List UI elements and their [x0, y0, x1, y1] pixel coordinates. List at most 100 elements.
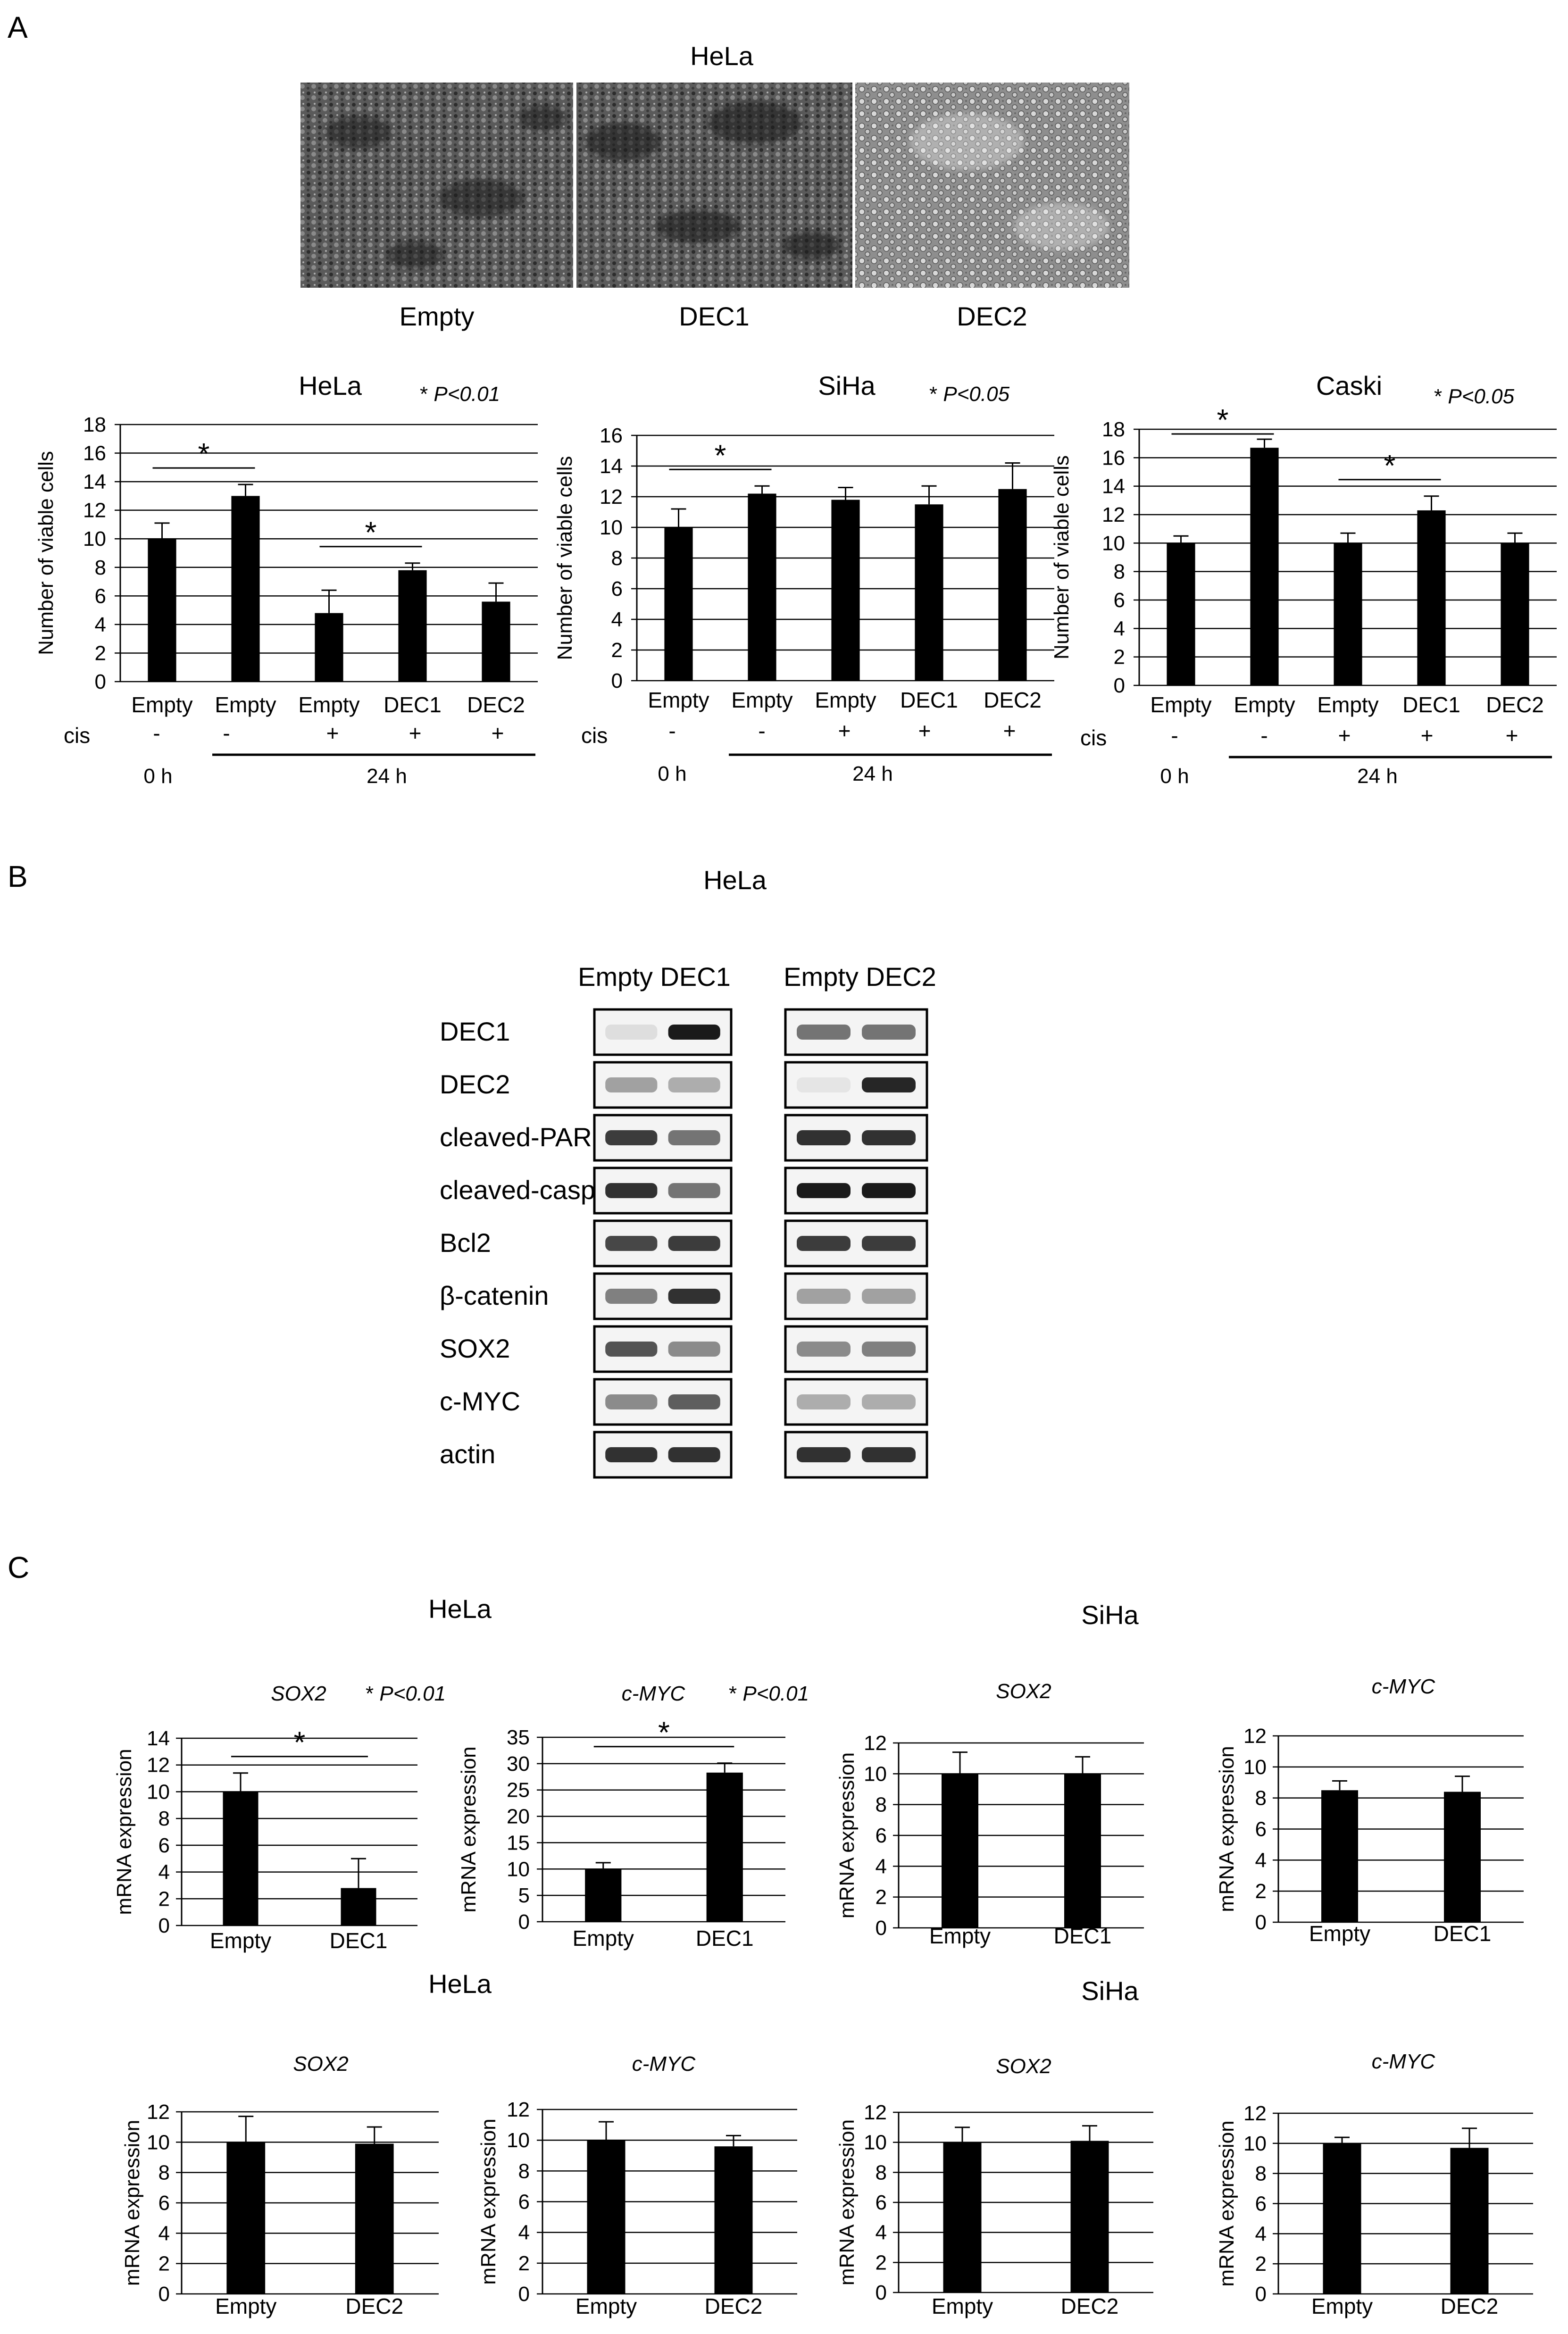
cis-value: +: [1421, 723, 1434, 748]
cis-row-a1: cis 0 h 24 h: [64, 723, 535, 788]
micrograph-dec1: [576, 83, 852, 288]
bar: [748, 493, 776, 681]
significance-text: P<0.01: [379, 1682, 446, 1705]
y-tick-label: 4: [1114, 617, 1125, 640]
micrograph-title: HeLa: [690, 41, 754, 71]
significance-star: *: [198, 437, 210, 471]
y-tick-label: 12: [600, 485, 623, 508]
bar: [664, 527, 693, 681]
y-tick-label: 0: [518, 2283, 530, 2306]
time-0h: 0 h: [658, 762, 686, 785]
cis-value: +: [1003, 718, 1016, 743]
time-24h: 24 h: [1357, 765, 1398, 788]
y-axis-label: mRNA expression: [835, 2119, 859, 2285]
bar: [587, 2140, 626, 2294]
micrograph-label-dec2: DEC2: [957, 301, 1027, 331]
blot-band: [605, 1183, 658, 1198]
x-category-label: Empty: [648, 688, 709, 712]
x-category-label: DEC2: [467, 692, 525, 717]
blot-band: [797, 1236, 851, 1251]
y-tick-label: 0: [518, 1910, 530, 1934]
bar: [831, 500, 860, 681]
blot-band: [605, 1289, 658, 1304]
x-category-label: Empty: [1234, 692, 1295, 717]
x-category-label: DEC1: [330, 1928, 388, 1953]
blot-band: [797, 1289, 851, 1304]
group-title-hela-top: HeLa: [428, 1594, 492, 1624]
panel-a-letter: A: [8, 10, 28, 44]
blot-band: [862, 1342, 916, 1357]
significance-star: *: [420, 383, 434, 406]
y-tick-label: 18: [1102, 418, 1125, 441]
y-tick-label: 6: [95, 584, 106, 608]
y-tick-label: 6: [518, 2191, 530, 2214]
significance-star: *: [1217, 403, 1229, 437]
y-tick-label: 12: [1102, 503, 1125, 526]
chart-c2: 0 5 10 15 20 25 30 35 mRNA expression Empty DEC1 c-…: [457, 1682, 809, 1951]
y-tick-label: 12: [83, 499, 106, 522]
y-tick-label: 0: [95, 670, 106, 693]
chart-title: HeLa: [299, 371, 362, 400]
y-tick-label: 5: [518, 1884, 530, 1907]
y-tick-label: 2: [1255, 1880, 1267, 1903]
y-tick-label: 10: [600, 516, 623, 539]
y-tick-label: 12: [864, 1732, 887, 1755]
blot-band: [797, 1130, 851, 1145]
significance-label: * P<0.05: [1434, 385, 1515, 408]
blot-band: [605, 1077, 658, 1092]
bar: [398, 570, 427, 682]
time-24h: 24 h: [367, 765, 407, 788]
x-category-label: DEC2: [705, 2294, 763, 2318]
significance-star: *: [715, 438, 726, 472]
y-tick-label: 4: [876, 2221, 887, 2244]
blot-band: [797, 1394, 851, 1409]
significance-star: *: [729, 1682, 742, 1705]
x-category-label: DEC2: [1441, 2294, 1499, 2318]
y-tick-label: 8: [876, 2161, 887, 2184]
y-tick-label: 10: [864, 2131, 887, 2154]
y-tick-label: 4: [158, 2222, 170, 2245]
cis-value: -: [153, 721, 160, 745]
blot-row-label: DEC1: [440, 1017, 510, 1046]
y-tick-label: 10: [147, 2131, 170, 2154]
y-axis-label: Number of viable cells: [553, 456, 576, 660]
bar: [482, 601, 510, 682]
bar: [1450, 2148, 1489, 2294]
blot-band: [668, 1236, 720, 1251]
blot-band: [862, 1447, 916, 1462]
chart-title: c-MYC: [622, 1682, 686, 1705]
panel-c-letter: C: [8, 1550, 29, 1584]
x-category-label: Empty: [1150, 692, 1211, 717]
y-tick-label: 10: [1243, 1756, 1267, 1779]
blot-band: [797, 1183, 851, 1198]
y-axis-label: mRNA expression: [835, 1752, 859, 1918]
cis-row-a3: cis 0 h 24 h: [1080, 725, 1552, 788]
y-axis-label: Number of viable cells: [1050, 455, 1073, 659]
y-tick-label: 0: [1114, 674, 1125, 697]
y-tick-label: 8: [518, 2159, 530, 2183]
blot-band: [862, 1025, 916, 1040]
y-tick-label: 14: [83, 470, 106, 493]
time-0h: 0 h: [1160, 765, 1189, 788]
blot-band: [605, 1342, 658, 1357]
bar: [341, 1888, 376, 1926]
y-tick-label: 2: [876, 1886, 887, 1909]
y-tick-label: 4: [876, 1855, 887, 1878]
y-tick-label: 6: [158, 1834, 170, 1857]
significance-text: P<0.01: [742, 1682, 809, 1705]
cis-value: -: [758, 718, 765, 743]
y-tick-label: 12: [507, 2098, 530, 2121]
bar: [226, 2142, 266, 2294]
micrograph-label-empty: Empty: [400, 301, 475, 331]
y-tick-label: 4: [95, 613, 106, 636]
y-tick-label: 10: [147, 1780, 170, 1803]
blot-band: [668, 1447, 720, 1462]
blot-lanes-right: Empty DEC2: [784, 962, 936, 992]
y-tick-label: 0: [158, 1914, 170, 1937]
blot-title: HeLa: [703, 865, 767, 895]
y-tick-label: 15: [507, 1831, 530, 1854]
bar: [148, 539, 176, 682]
